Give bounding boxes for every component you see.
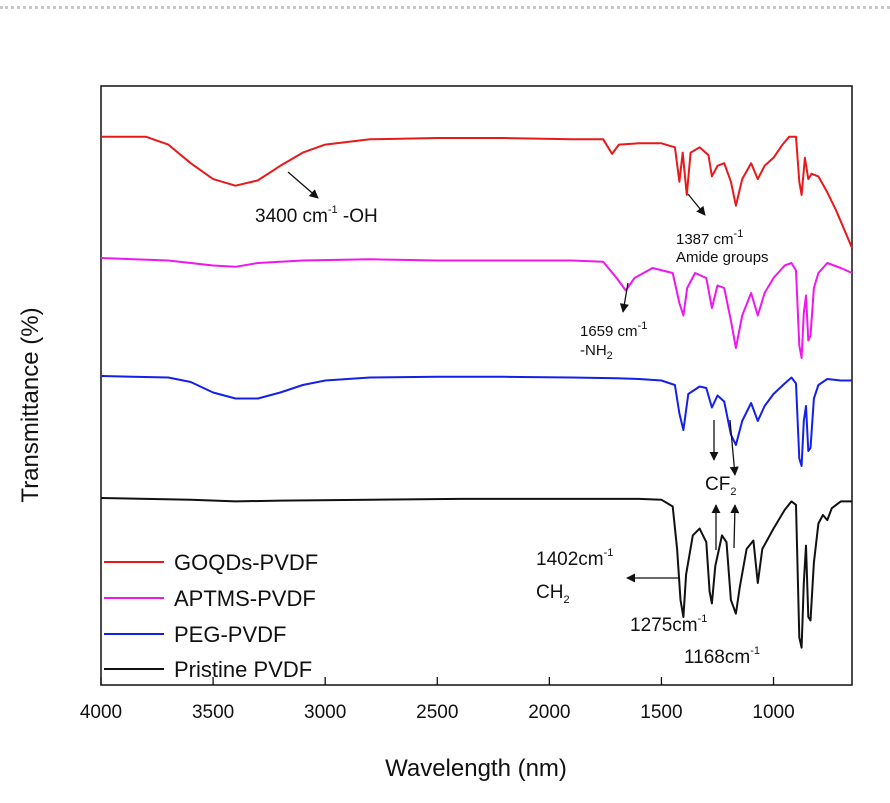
x-tick-label: 3000 [304,702,346,723]
annotation-amide-label: Amide groups [676,249,769,266]
arrow-oh [287,171,319,199]
annotations: 3400 cm-1 -OH 1387 cm-1 Amide groups 165… [255,171,769,668]
arrow-cf2-up-b [730,504,740,549]
annotation-ch2-value: 1402cm-1 [536,547,613,570]
x-tick-label: 2500 [416,702,458,723]
legend-label-peg: PEG-PVDF [174,622,286,647]
y-axis-title: Transmittance (%) [17,307,44,502]
x-tick-label: 4000 [80,702,122,723]
x-tick-label: 2000 [528,702,570,723]
annotation-ch2-label: CH2 [536,582,570,606]
x-axis-ticks: 4000 3500 3000 2500 2000 1500 1000 [80,677,795,723]
arrow-cf2-down-b [729,419,739,476]
x-axis-title: Wavelength (nm) [385,755,567,782]
annotation-nh2-label: -NH2 [580,342,613,362]
series-layer [100,135,853,649]
annotation-1275: 1275cm-1 [630,613,707,636]
series-line-goqds-pvdf [101,135,853,249]
series-line-pristine-pvdf [100,497,852,649]
legend: GOQDs-PVDF APTMS-PVDF PEG-PVDF Pristine … [104,550,318,682]
annotation-cf2: CF2 [705,474,736,498]
legend-label-pristine: Pristine PVDF [174,657,312,682]
legend-label-aptms: APTMS-PVDF [174,586,316,611]
x-tick-label: 3500 [192,702,234,723]
series-line-aptms-pvdf [100,257,853,359]
arrow-amide [687,193,706,216]
series-line-peg-pvdf [100,375,852,467]
arrow-nh2 [619,282,629,313]
legend-label-goqds: GOQDs-PVDF [174,550,318,575]
annotation-oh: 3400 cm-1 -OH [255,204,378,227]
plot-frame [100,85,853,686]
annotation-amide-value: 1387 cm-1 [676,228,743,248]
annotation-nh2-value: 1659 cm-1 [580,320,647,340]
annotation-1168: 1168cm-1 [684,645,760,668]
x-tick-label: 1500 [640,702,682,723]
x-tick-label: 1000 [752,702,794,723]
top-dotted-border [0,6,890,9]
